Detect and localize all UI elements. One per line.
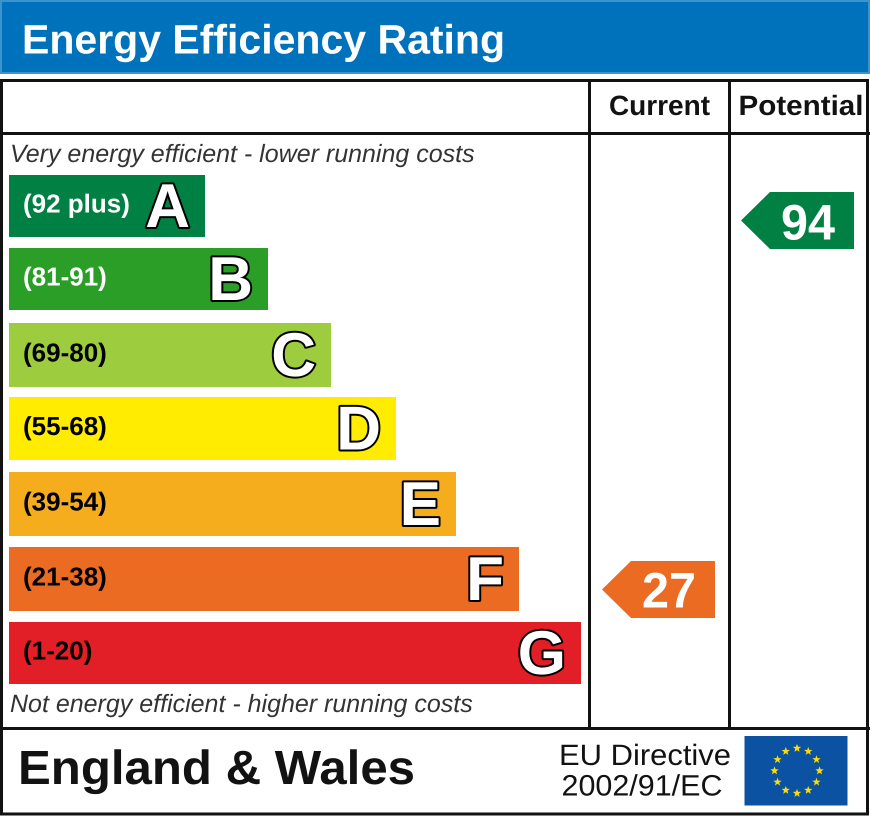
svg-text:(69-80): (69-80): [23, 338, 107, 368]
svg-text:E: E: [400, 470, 441, 539]
svg-text:A: A: [145, 172, 190, 241]
svg-text:B: B: [208, 245, 253, 314]
svg-text:G: G: [518, 619, 566, 688]
svg-text:(21-38): (21-38): [23, 562, 107, 592]
svg-text:Current: Current: [609, 90, 710, 121]
svg-text:Not energy efficient - higher: Not energy efficient - higher running co…: [10, 690, 473, 718]
svg-text:Energy Efficiency Rating: Energy Efficiency Rating: [22, 17, 505, 63]
svg-text:(55-68): (55-68): [23, 411, 107, 441]
svg-text:2002/91/EC: 2002/91/EC: [562, 770, 723, 803]
svg-text:27: 27: [642, 563, 696, 619]
svg-text:D: D: [336, 395, 381, 464]
svg-text:(92 plus): (92 plus): [23, 189, 130, 219]
svg-text:(81-91): (81-91): [23, 262, 107, 292]
svg-text:England & Wales: England & Wales: [18, 742, 415, 795]
svg-text:Very energy efficient - lower: Very energy efficient - lower running co…: [10, 140, 475, 168]
svg-text:94: 94: [781, 195, 835, 251]
svg-text:(39-54): (39-54): [23, 487, 107, 517]
svg-text:Potential: Potential: [739, 90, 864, 121]
svg-text:EU Directive: EU Directive: [559, 739, 731, 772]
svg-text:F: F: [466, 545, 504, 614]
svg-text:(1-20): (1-20): [23, 636, 92, 666]
svg-text:C: C: [271, 321, 316, 390]
